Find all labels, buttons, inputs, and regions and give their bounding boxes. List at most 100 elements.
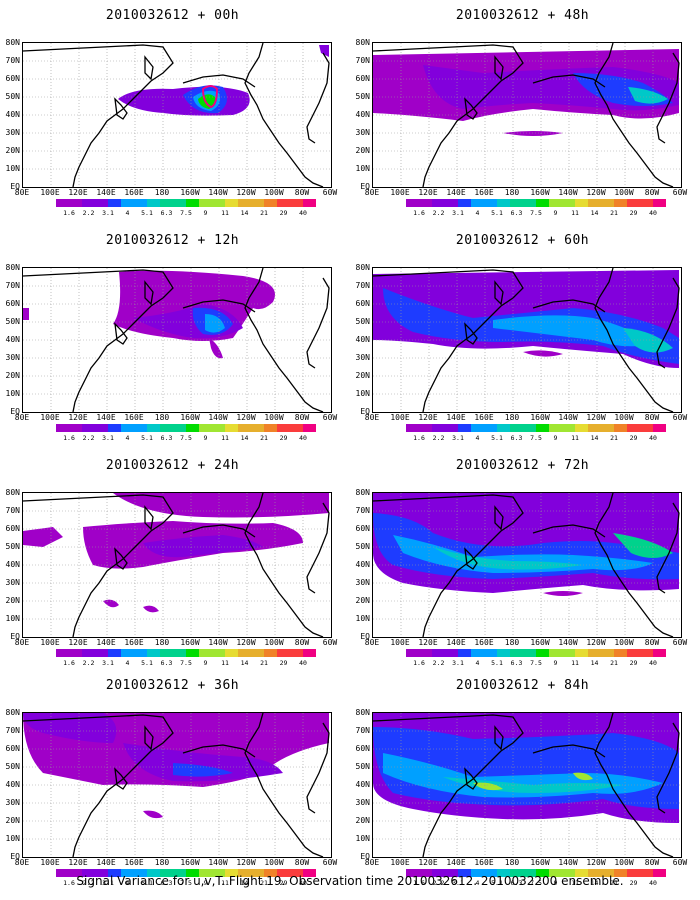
coastline (594, 493, 674, 637)
latitude-label: 30N (355, 353, 370, 362)
latitude-label: 60N (5, 744, 20, 753)
colorbar-level-label: 4 (125, 209, 130, 217)
colorbar-swatch (251, 649, 264, 657)
colorbar-level-label: 4 (125, 879, 130, 887)
colorbar-swatch (303, 199, 316, 207)
longitude-label: 160W (180, 638, 200, 647)
colorbar-swatch (95, 869, 108, 877)
colorbar (56, 199, 316, 207)
colorbar-swatch (653, 424, 666, 432)
colorbar-swatch (445, 649, 458, 657)
colorbar-level-label: 29 (629, 659, 638, 667)
coastline (244, 268, 324, 412)
colorbar-level-label: 21 (610, 434, 618, 442)
colorbar-level-label: 7.5 (180, 879, 192, 887)
coastline (594, 43, 674, 187)
colorbar-swatch (147, 199, 160, 207)
latitude-label: 20N (355, 371, 370, 380)
panel-title: 2010032612 + 00h (105, 8, 240, 23)
colorbar-swatch (199, 199, 212, 207)
colorbar-swatch (56, 424, 69, 432)
colorbar-swatch (82, 199, 95, 207)
latitude-label: 80N (355, 708, 370, 717)
longitude-label: 100W (264, 188, 284, 197)
colorbar-swatch (458, 199, 471, 207)
map-canvas (373, 43, 681, 187)
latitude-label: 10N (5, 834, 20, 843)
longitude-label: 120W (236, 638, 256, 647)
colorbar-level-label: 6.3 (510, 434, 523, 442)
longitude-label: 120W (236, 188, 256, 197)
colorbar-swatch (497, 199, 510, 207)
coastline (532, 299, 606, 313)
longitude-label: 160W (530, 858, 550, 867)
colorbar (56, 424, 316, 432)
coastline (114, 322, 128, 345)
colorbar-level-label: 40 (649, 879, 657, 887)
colorbar-swatch (186, 424, 199, 432)
coastline (23, 269, 174, 412)
colorbar-swatch (601, 424, 614, 432)
colorbar-swatch (562, 869, 575, 877)
colorbar-swatch (471, 199, 484, 207)
colorbar-swatch (406, 424, 419, 432)
longitude-label: 160E (124, 638, 144, 647)
colorbar-swatch (121, 869, 134, 877)
latitude-label: 80N (355, 263, 370, 272)
colorbar-swatch (56, 869, 69, 877)
colorbar-level-label: 14 (590, 434, 599, 442)
latitude-label: 80N (355, 38, 370, 47)
colorbar-swatch (497, 424, 510, 432)
latitude-label: EQ (10, 852, 20, 861)
colorbar-swatch (147, 649, 160, 657)
forecast-panel: 2010032612 + 36h 80N 70N 60N 50N 40N 30N 20N 10N… (0, 670, 345, 892)
colorbar-swatch (562, 424, 575, 432)
variance-shading (143, 535, 263, 558)
forecast-panel: 2010032612 + 00h 80N 70N 60N 50N 40N 30N 20N 10N… (0, 0, 345, 222)
longitude-label: 80E (14, 858, 30, 867)
colorbar-swatch (277, 869, 290, 877)
colorbar-level-label: 5.1 (141, 659, 153, 667)
coastline (373, 494, 524, 637)
colorbar-level-label: 11 (571, 879, 579, 887)
latitude-label: 60N (355, 524, 370, 533)
colorbar-swatch (653, 869, 666, 877)
coastline (494, 55, 504, 81)
colorbar-swatch (419, 649, 432, 657)
colorbar-swatch (225, 199, 238, 207)
panel-title: 2010032612 + 60h (455, 233, 590, 248)
colorbar-swatch (406, 869, 419, 877)
longitude-label: 160E (474, 858, 494, 867)
longitude-label: 80W (294, 858, 310, 867)
coastline (23, 44, 174, 187)
latitude-label: 40N (355, 780, 370, 789)
colorbar-swatch (121, 649, 134, 657)
colorbar-swatch (277, 649, 290, 657)
colorbar-level-label: 9 (553, 209, 558, 217)
colorbar-swatch (536, 199, 549, 207)
variance-shading (393, 535, 653, 573)
signal-variance-map (372, 42, 682, 188)
longitude-label: 140W (558, 858, 578, 867)
latitude-label: 10N (5, 389, 20, 398)
longitude-label: 80W (644, 638, 660, 647)
longitude-label: 100E (40, 858, 60, 867)
latitude-label: 30N (5, 128, 20, 137)
coastline (594, 713, 674, 857)
longitude-label: 180 (154, 413, 170, 422)
longitude-label: 100E (390, 638, 410, 647)
latitude-label: 50N (5, 317, 20, 326)
coastline (532, 744, 606, 758)
colorbar-level-label: 7.5 (180, 209, 192, 217)
colorbar (406, 424, 666, 432)
colorbar (56, 869, 316, 877)
latitude-label: 70N (5, 56, 20, 65)
coastline (656, 277, 680, 369)
longitude-label: 100W (614, 413, 634, 422)
colorbar-swatch (212, 424, 225, 432)
latitude-label: EQ (10, 407, 20, 416)
colorbar-swatch (549, 649, 562, 657)
colorbar-swatch (290, 424, 303, 432)
coastline (656, 52, 680, 144)
longitude-label: 120E (68, 858, 88, 867)
